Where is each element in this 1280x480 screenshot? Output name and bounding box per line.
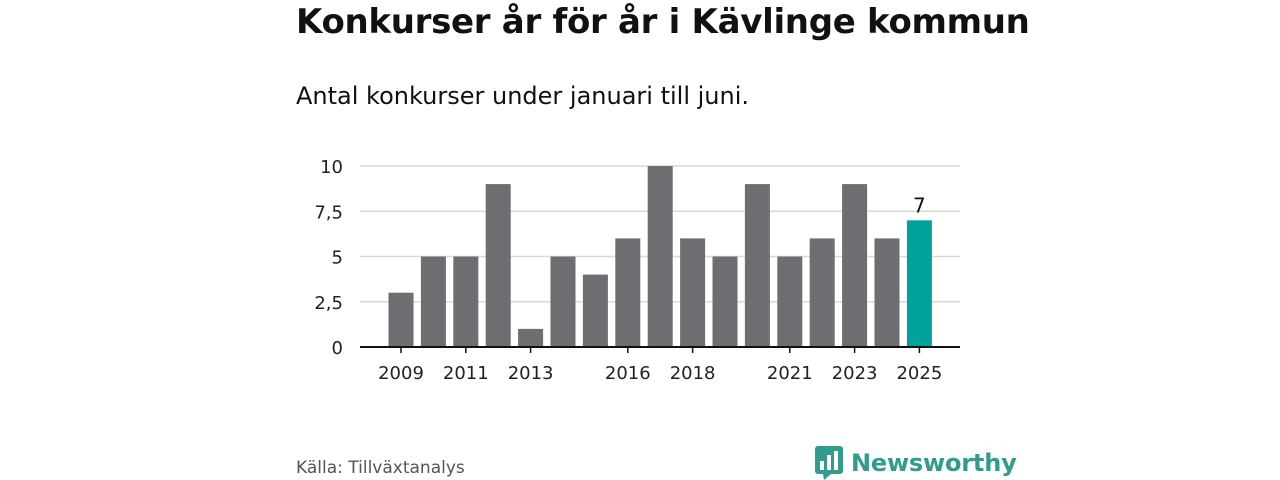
x-tick-label: 2016 bbox=[605, 363, 651, 384]
bar-2019 bbox=[712, 256, 738, 347]
y-tick-label: 10 bbox=[320, 157, 343, 178]
bar-value-label: 7 bbox=[913, 193, 926, 217]
x-axis bbox=[360, 346, 960, 353]
bars bbox=[388, 166, 932, 347]
bar-2015 bbox=[582, 274, 608, 347]
chart-subtitle: Antal konkurser under januari till juni. bbox=[296, 82, 749, 110]
y-tick-label: 5 bbox=[332, 248, 343, 269]
x-tick-labels: 2009 2011 2013 2016 2018 2021 2023 2025 bbox=[378, 363, 942, 384]
x-tick-label: 2023 bbox=[832, 363, 878, 384]
bar-2011 bbox=[453, 256, 479, 347]
chart-title: Konkurser år för år i Kävlinge kommun bbox=[296, 2, 1030, 42]
x-tick-label: 2021 bbox=[767, 363, 813, 384]
x-tick-label: 2025 bbox=[896, 363, 942, 384]
bar-2016 bbox=[615, 238, 641, 347]
bar-2020 bbox=[744, 184, 770, 347]
y-tick-labels: 0 2,5 5 7,5 10 bbox=[314, 157, 343, 359]
brand-name: Newsworthy bbox=[851, 449, 1017, 477]
bar-chart-logo-icon bbox=[815, 446, 843, 480]
bar-2013 bbox=[518, 328, 544, 347]
bar-value-labels: 7 bbox=[913, 193, 926, 217]
bar-2021 bbox=[777, 256, 803, 347]
bar-2017 bbox=[647, 166, 673, 347]
bar-2012 bbox=[485, 184, 511, 347]
source-note: Källa: Tillväxtanalys bbox=[296, 458, 465, 478]
bar-2018 bbox=[680, 238, 706, 347]
x-tick-label: 2018 bbox=[670, 363, 716, 384]
x-tick-label: 2011 bbox=[443, 363, 489, 384]
bar-2024 bbox=[874, 238, 900, 347]
bar-2009 bbox=[388, 292, 414, 347]
bar-2014 bbox=[550, 256, 576, 347]
brand-logo: Newsworthy bbox=[815, 446, 1017, 480]
bar-2010 bbox=[420, 256, 446, 347]
y-tick-label: 0 bbox=[332, 338, 343, 359]
x-tick-label: 2013 bbox=[508, 363, 554, 384]
y-tick-label: 7,5 bbox=[314, 202, 343, 223]
x-tick-label: 2009 bbox=[378, 363, 424, 384]
bar-2023 bbox=[842, 184, 868, 347]
bar-2022 bbox=[809, 238, 835, 347]
y-tick-label: 2,5 bbox=[314, 293, 343, 314]
bar-2025 bbox=[906, 220, 932, 347]
